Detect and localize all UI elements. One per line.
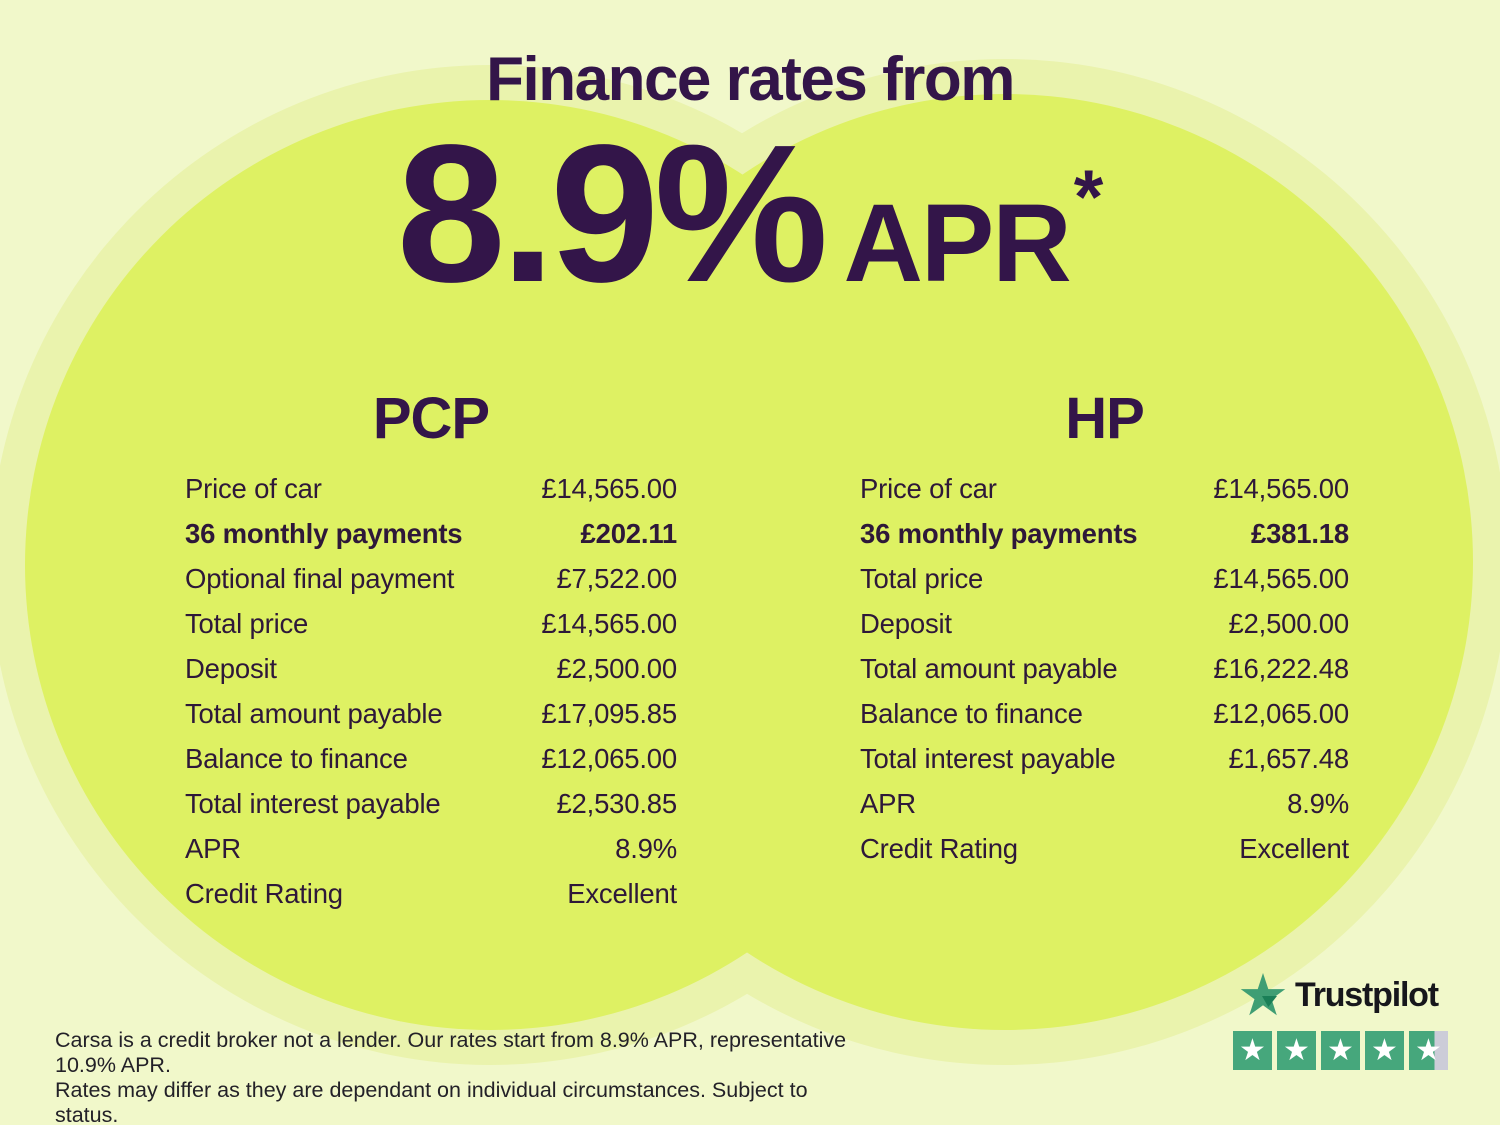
table-row: Balance to finance £12,065.00 xyxy=(185,736,677,781)
pcp-rows: Price of car £14,565.00 36 monthly payment… xyxy=(185,466,677,916)
hp-table: HP Price of car £14,565.00 36 monthly paym… xyxy=(860,386,1349,871)
row-label: Total interest payable xyxy=(185,787,441,819)
row-value: £14,565.00 xyxy=(1213,472,1349,504)
row-value: Excellent xyxy=(567,877,677,909)
rate-asterisk: * xyxy=(1073,155,1104,240)
row-value: £14,565.00 xyxy=(1213,562,1349,594)
row-label: Total interest payable xyxy=(860,742,1116,774)
pcp-heading: PCP xyxy=(372,386,490,451)
hp-rows: Price of car £14,565.00 36 monthly payment… xyxy=(860,466,1349,871)
banner-title: Finance rates from xyxy=(486,45,1015,114)
table-row: Total price £14,565.00 xyxy=(860,556,1349,601)
row-value: 8.9% xyxy=(615,832,677,864)
row-label: Total amount payable xyxy=(185,697,443,729)
table-row: Deposit £2,500.00 xyxy=(860,601,1349,646)
trustpilot-star-icon: ★ xyxy=(1237,961,1289,1029)
row-label: Balance to finance xyxy=(185,742,408,774)
row-label: Credit Rating xyxy=(860,832,1018,864)
trustpilot-wordmark: Trustpilot xyxy=(1295,975,1439,1014)
disclaimer-line-2: Rates may differ as they are dependant o… xyxy=(55,1078,808,1125)
row-value: £16,222.48 xyxy=(1213,652,1349,684)
table-row: Price of car £14,565.00 xyxy=(185,466,677,511)
star-icon: ★ xyxy=(1327,1033,1354,1068)
row-value: £7,522.00 xyxy=(556,562,677,594)
table-row: Total amount payable £17,095.85 xyxy=(185,691,677,736)
row-label: Price of car xyxy=(185,472,322,504)
row-value: £202.11 xyxy=(580,517,678,549)
table-row: APR 8.9% xyxy=(860,781,1349,826)
row-value: £14,565.00 xyxy=(541,472,677,504)
star-icon: ★ xyxy=(1283,1033,1310,1068)
hp-heading: HP xyxy=(1065,386,1145,451)
row-value: £12,065.00 xyxy=(1213,697,1349,729)
table-row: Total interest payable £2,530.85 xyxy=(185,781,677,826)
table-row: 36 monthly payments £202.11 xyxy=(185,511,677,556)
row-label: Deposit xyxy=(185,652,277,684)
row-label: Total price xyxy=(860,562,984,594)
trustpilot-rating-star: ★ xyxy=(1365,1031,1404,1070)
table-row: Deposit £2,500.00 xyxy=(185,646,677,691)
trustpilot-rating-star: ★ xyxy=(1409,1031,1448,1070)
table-row: Total price £14,565.00 xyxy=(185,601,677,646)
table-row: 36 monthly payments £381.18 xyxy=(860,511,1349,556)
rate-value: 8.9% xyxy=(396,104,829,323)
row-label: Deposit xyxy=(860,607,952,639)
trustpilot-star-notch xyxy=(1262,996,1277,1007)
table-row: APR 8.9% xyxy=(185,826,677,871)
row-label: Optional final payment xyxy=(185,562,455,594)
row-value: £14,565.00 xyxy=(541,607,677,639)
row-label: Balance to finance xyxy=(860,697,1083,729)
row-label: APR xyxy=(185,832,241,864)
row-label: Price of car xyxy=(860,472,997,504)
headline-rate: 8.9% APR * xyxy=(0,116,1500,312)
trustpilot-rating-star: ★ xyxy=(1321,1031,1360,1070)
star-icon: ★ xyxy=(1371,1033,1398,1068)
trustpilot-rating-stars: ★ ★ ★ ★ ★ xyxy=(1233,1031,1448,1070)
table-row: Total amount payable £16,222.48 xyxy=(860,646,1349,691)
table-row: Total interest payable £1,657.48 xyxy=(860,736,1349,781)
table-row: Optional final payment £7,522.00 xyxy=(185,556,677,601)
row-label: 36 monthly payments xyxy=(185,517,463,549)
disclaimer-line-1: Carsa is a credit broker not a lender. O… xyxy=(55,1028,847,1077)
row-value: £1,657.48 xyxy=(1228,742,1349,774)
row-value: 8.9% xyxy=(1287,787,1349,819)
right-circle xyxy=(537,94,1473,1030)
row-value: £381.18 xyxy=(1250,517,1349,549)
trustpilot-rating-star: ★ xyxy=(1233,1031,1272,1070)
disclaimer-text: Carsa is a credit broker not a lender. O… xyxy=(55,1028,875,1125)
table-row: Credit Rating Excellent xyxy=(860,826,1349,871)
pcp-table: PCP Price of car £14,565.00 36 monthly pay… xyxy=(185,386,677,916)
table-row: Balance to finance £12,065.00 xyxy=(860,691,1349,736)
star-icon: ★ xyxy=(1415,1033,1442,1068)
trustpilot-logo: ★ Trustpilot xyxy=(1237,961,1439,1029)
row-label: APR xyxy=(860,787,916,819)
star-icon: ★ xyxy=(1239,1033,1266,1068)
row-label: Credit Rating xyxy=(185,877,343,909)
row-label: Total amount payable xyxy=(860,652,1118,684)
row-value: £12,065.00 xyxy=(541,742,677,774)
row-value: £17,095.85 xyxy=(541,697,677,729)
row-value: £2,530.85 xyxy=(556,787,677,819)
table-row: Credit Rating Excellent xyxy=(185,871,677,916)
row-value: £2,500.00 xyxy=(556,652,677,684)
rate-apr-label: APR xyxy=(843,182,1071,305)
row-label: 36 monthly payments xyxy=(860,517,1138,549)
table-row: Price of car £14,565.00 xyxy=(860,466,1349,511)
row-value: £2,500.00 xyxy=(1228,607,1349,639)
row-value: Excellent xyxy=(1239,832,1349,864)
row-label: Total price xyxy=(185,607,309,639)
trustpilot-rating-star: ★ xyxy=(1277,1031,1316,1070)
